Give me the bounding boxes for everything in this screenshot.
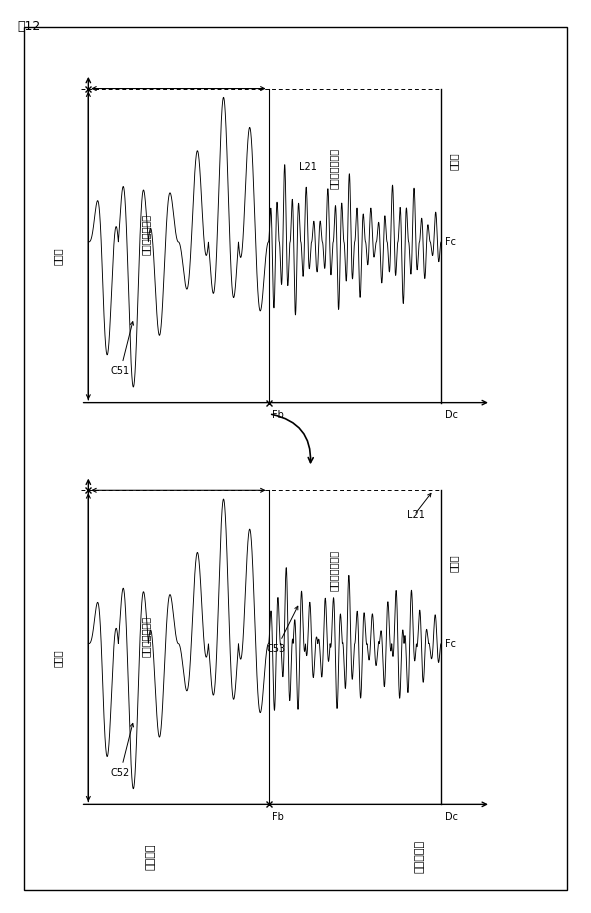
Text: 帯域拡張時: 帯域拡張時 [415,840,424,873]
Text: 周波数: 周波数 [449,554,459,572]
Text: Fb: Fb [272,410,284,420]
Text: Dc: Dc [445,812,458,822]
Text: 低域スペクトル: 低域スペクトル [141,615,151,657]
Text: 元の信号: 元の信号 [146,843,155,870]
Text: レベル: レベル [53,649,63,667]
Text: C52: C52 [111,723,134,778]
Text: レベル: レベル [53,247,63,266]
Text: Dc: Dc [445,410,458,420]
Text: L21: L21 [299,162,317,172]
Text: Fb: Fb [272,812,284,822]
Text: 周波数: 周波数 [449,152,459,171]
Text: Fc: Fc [445,639,456,648]
Text: Fc: Fc [445,237,456,247]
Text: 高域スペクトル: 高域スペクトル [329,550,339,592]
Text: C51: C51 [111,321,134,376]
Text: 低域スペクトル: 低域スペクトル [141,214,151,256]
Text: L21: L21 [407,510,424,520]
Text: C53: C53 [267,606,298,654]
Text: 高域スペクトル: 高域スペクトル [329,148,339,190]
Text: 図12: 図12 [18,20,41,33]
